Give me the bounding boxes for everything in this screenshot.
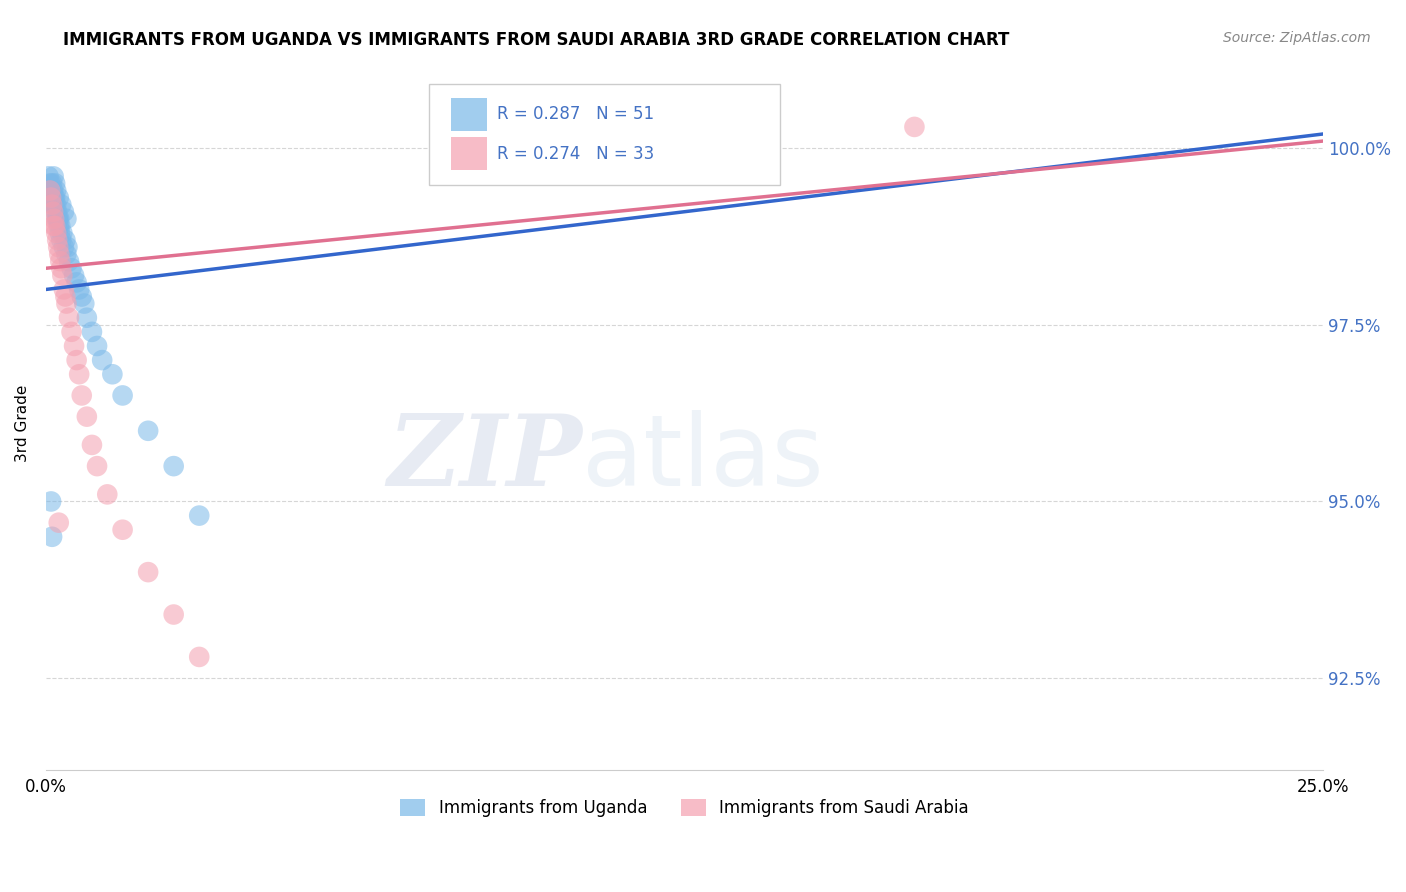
Bar: [451, 137, 486, 170]
Point: [49, 226, 72, 240]
Y-axis label: 3rd Grade: 3rd Grade: [15, 385, 30, 462]
Point: [42, 219, 65, 233]
Point: [41, 190, 63, 204]
Point: [42, 197, 65, 211]
Point: [45, 226, 67, 240]
Point: [60, 325, 83, 339]
Point: [51, 226, 73, 240]
Point: [55, 247, 77, 261]
Point: [46, 211, 69, 226]
Point: [80, 325, 103, 339]
Point: [42, 204, 65, 219]
Point: [39, 177, 62, 191]
Point: [41, 530, 63, 544]
Point: [73, 296, 96, 310]
Point: [51, 233, 73, 247]
Point: [188, 649, 211, 664]
Point: [96, 487, 118, 501]
Point: [46, 233, 69, 247]
Point: [58, 254, 80, 268]
Point: [48, 516, 70, 530]
Point: [51, 197, 73, 211]
Point: [39, 184, 62, 198]
Point: [188, 508, 211, 523]
Point: [48, 247, 70, 261]
Point: [86, 459, 108, 474]
Point: [55, 211, 77, 226]
Point: [63, 268, 86, 283]
Point: [65, 276, 87, 290]
Point: [76, 310, 98, 325]
Point: [48, 211, 70, 226]
Bar: [451, 97, 486, 131]
Point: [65, 353, 87, 368]
Point: [111, 388, 134, 402]
Point: [63, 339, 86, 353]
Point: [55, 296, 77, 310]
Point: [39, 190, 62, 204]
Point: [86, 339, 108, 353]
Point: [46, 204, 69, 219]
Text: IMMIGRANTS FROM UGANDA VS IMMIGRANTS FROM SAUDI ARABIA 3RD GRADE CORRELATION CHA: IMMIGRANTS FROM UGANDA VS IMMIGRANTS FRO…: [63, 31, 1010, 49]
Text: R = 0.274   N = 33: R = 0.274 N = 33: [496, 145, 654, 162]
Point: [44, 190, 66, 204]
Point: [45, 197, 67, 211]
Point: [163, 459, 186, 474]
Legend: Immigrants from Uganda, Immigrants from Saudi Arabia: Immigrants from Uganda, Immigrants from …: [394, 792, 976, 824]
Point: [70, 289, 93, 303]
Text: atlas: atlas: [582, 409, 824, 507]
Point: [44, 219, 66, 233]
Point: [45, 204, 67, 219]
Point: [58, 310, 80, 325]
Point: [52, 240, 75, 254]
Point: [55, 289, 77, 303]
Point: [45, 211, 67, 226]
Point: [136, 424, 159, 438]
Point: [48, 190, 70, 204]
Text: R = 0.287   N = 51: R = 0.287 N = 51: [496, 105, 654, 123]
Point: [51, 268, 73, 283]
Point: [67, 368, 90, 382]
Point: [44, 190, 66, 204]
FancyBboxPatch shape: [429, 85, 780, 185]
Point: [46, 240, 69, 254]
Point: [41, 177, 63, 191]
Point: [45, 184, 67, 198]
Point: [44, 211, 66, 226]
Point: [80, 438, 103, 452]
Point: [111, 523, 134, 537]
Point: [67, 282, 90, 296]
Point: [163, 607, 186, 622]
Point: [46, 211, 69, 226]
Point: [38, 169, 60, 184]
Point: [76, 409, 98, 424]
Point: [136, 565, 159, 579]
Point: [91, 353, 114, 368]
Point: [49, 254, 72, 268]
Point: [56, 240, 79, 254]
Point: [49, 219, 72, 233]
Point: [101, 368, 124, 382]
Point: [70, 388, 93, 402]
Point: [42, 169, 65, 184]
Point: [60, 261, 83, 276]
Point: [41, 197, 63, 211]
Point: [52, 204, 75, 219]
Point: [55, 233, 77, 247]
Point: [48, 219, 70, 233]
Point: [44, 197, 66, 211]
Point: [39, 494, 62, 508]
Point: [39, 184, 62, 198]
Point: [44, 177, 66, 191]
Point: [903, 120, 925, 134]
Text: ZIP: ZIP: [388, 410, 582, 507]
Point: [51, 261, 73, 276]
Point: [42, 184, 65, 198]
Text: Source: ZipAtlas.com: Source: ZipAtlas.com: [1223, 31, 1371, 45]
Point: [52, 282, 75, 296]
